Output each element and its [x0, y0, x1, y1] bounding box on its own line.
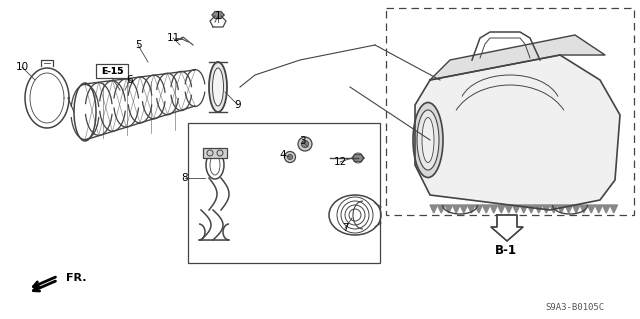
Ellipse shape: [413, 102, 443, 177]
Polygon shape: [573, 205, 580, 213]
Text: E-15: E-15: [101, 66, 123, 76]
Polygon shape: [557, 205, 565, 213]
Text: 10: 10: [15, 62, 29, 72]
Text: B-1: B-1: [495, 243, 517, 256]
Polygon shape: [565, 205, 573, 213]
Text: S9A3-B0105C: S9A3-B0105C: [546, 303, 605, 313]
Text: 1: 1: [214, 11, 221, 21]
Circle shape: [285, 152, 296, 162]
Polygon shape: [543, 205, 550, 213]
Polygon shape: [475, 205, 483, 213]
Bar: [386, 8, 634, 215]
Polygon shape: [438, 205, 445, 213]
Polygon shape: [445, 205, 452, 213]
Polygon shape: [430, 35, 605, 80]
Bar: [96, 64, 128, 78]
Text: 6: 6: [127, 75, 133, 85]
Polygon shape: [505, 205, 513, 213]
Polygon shape: [452, 205, 460, 213]
Circle shape: [298, 137, 312, 151]
Ellipse shape: [209, 62, 227, 112]
Text: 8: 8: [182, 173, 188, 183]
Polygon shape: [212, 11, 224, 19]
Polygon shape: [595, 205, 602, 213]
Ellipse shape: [422, 117, 434, 162]
Polygon shape: [491, 215, 523, 241]
Polygon shape: [588, 205, 595, 213]
Polygon shape: [610, 205, 618, 213]
Polygon shape: [513, 205, 520, 213]
Bar: [203, 148, 227, 158]
Polygon shape: [430, 205, 438, 213]
Text: FR.: FR.: [66, 273, 86, 283]
Text: 9: 9: [235, 100, 241, 110]
Text: 3: 3: [299, 136, 305, 146]
Polygon shape: [550, 205, 557, 213]
Text: 7: 7: [342, 223, 348, 233]
Polygon shape: [527, 205, 535, 213]
Polygon shape: [460, 205, 467, 213]
Text: 11: 11: [166, 33, 180, 43]
Polygon shape: [467, 205, 475, 213]
Circle shape: [301, 140, 308, 147]
Bar: [96, 64, 128, 78]
Text: 4: 4: [280, 150, 286, 160]
Polygon shape: [497, 205, 505, 213]
Bar: [188, 123, 380, 263]
Polygon shape: [483, 205, 490, 213]
Polygon shape: [535, 205, 543, 213]
Ellipse shape: [417, 110, 439, 170]
Polygon shape: [415, 55, 620, 210]
Polygon shape: [580, 205, 588, 213]
Polygon shape: [602, 205, 610, 213]
Text: 12: 12: [333, 157, 347, 167]
Polygon shape: [520, 205, 527, 213]
Polygon shape: [490, 205, 497, 213]
Circle shape: [287, 154, 292, 160]
Text: E-15: E-15: [101, 66, 123, 76]
Ellipse shape: [212, 68, 223, 106]
Text: 5: 5: [134, 40, 141, 50]
Polygon shape: [352, 154, 364, 161]
